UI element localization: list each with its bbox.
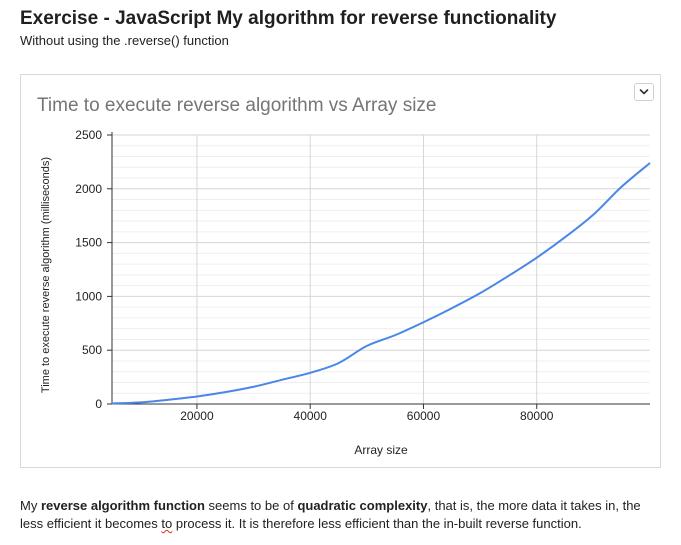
conclusion-part: My bbox=[20, 498, 41, 513]
y-tick-label: 0 bbox=[95, 397, 102, 411]
x-tick-label: 80000 bbox=[520, 409, 554, 423]
highlight-quadratic-complexity: quadratic complexity bbox=[297, 498, 428, 513]
spellcheck-word: to bbox=[161, 516, 173, 531]
conclusion-part: , that is, the more data it takes in, th… bbox=[20, 498, 641, 531]
x-axis-label: Array size bbox=[354, 443, 408, 457]
x-tick-label: 60000 bbox=[407, 409, 441, 423]
x-tick-label: 20000 bbox=[180, 409, 214, 423]
chart-menu-button[interactable] bbox=[634, 83, 654, 101]
page-subtitle: Without using the .reverse() function bbox=[20, 33, 229, 48]
y-tick-label: 1000 bbox=[75, 289, 102, 303]
y-tick-label: 2500 bbox=[75, 128, 102, 142]
page-title: Exercise - JavaScript My algorithm for r… bbox=[20, 8, 557, 29]
x-tick-label: 40000 bbox=[294, 409, 328, 423]
conclusion-text: My reverse algorithm function seems to b… bbox=[20, 497, 660, 533]
highlight-reverse-function: reverse algorithm function bbox=[40, 498, 205, 513]
y-tick-label: 2000 bbox=[75, 182, 102, 196]
y-axis-label: Time to execute reverse algorithm (milli… bbox=[40, 157, 52, 393]
conclusion-part: process it. It is therefore less efficie… bbox=[172, 516, 582, 531]
y-tick-label: 1500 bbox=[75, 236, 102, 250]
series-line bbox=[111, 162, 651, 405]
chevron-down-icon bbox=[639, 89, 649, 95]
y-tick-label: 500 bbox=[82, 343, 102, 357]
conclusion-part: seems to be of bbox=[204, 498, 298, 513]
chart-title: Time to execute reverse algorithm vs Arr… bbox=[37, 95, 437, 116]
